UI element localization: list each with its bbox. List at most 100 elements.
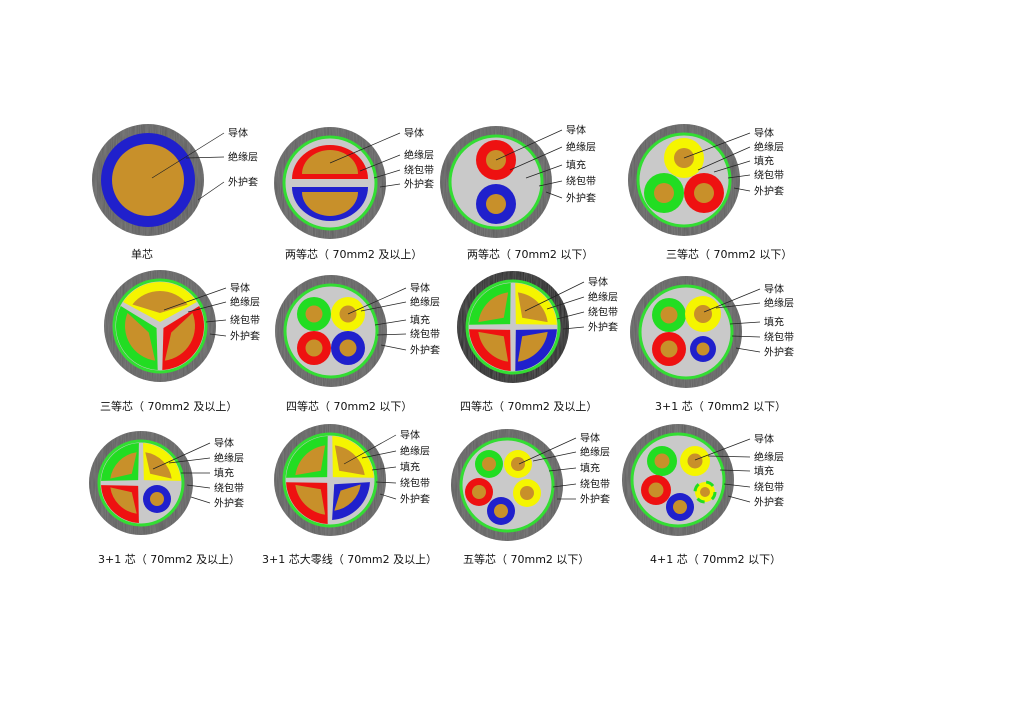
conductor [694,183,714,203]
label-绝缘层: 绝缘层 [566,141,596,154]
leader-line [360,301,407,312]
wrap-tape [630,432,726,528]
label-绝缘层: 绝缘层 [230,296,260,309]
wrap-tape [465,279,561,375]
leader-line [361,450,397,459]
leader-line [373,169,401,179]
label-填充: 填充 [410,314,430,327]
conductor [478,292,509,323]
label-绝缘层: 绝缘层 [228,151,258,164]
leader-line [495,129,563,161]
conductor [511,457,525,471]
leader-line [552,483,577,488]
leader-line [329,132,401,164]
caption: 四等芯（ 70mm2 以下） [286,399,412,413]
conductor [110,452,137,479]
leader-line [163,287,227,311]
label-填充: 填充 [764,316,784,329]
conductor [112,144,184,216]
label-外护套: 外护套 [580,493,610,506]
caption: 3+1 芯大零线（ 70mm2 及以上） [262,552,437,566]
leader-line [190,496,211,504]
leader-line [532,451,577,462]
wrap-tape [448,134,544,230]
label-导体: 导体 [214,438,234,450]
leader-line [545,191,563,199]
conductor [334,445,365,476]
label-绝缘层: 绝缘层 [214,452,244,465]
leader-line [379,183,401,188]
wrap-tape [459,437,555,533]
conductor [295,445,326,476]
leader-line [379,493,397,500]
leader-line [347,287,407,315]
leader-line [152,442,211,470]
label-绝缘层: 绝缘层 [754,141,784,154]
conductor [520,486,534,500]
leader-line [562,326,585,330]
conductor [339,339,357,357]
label-绕包带: 绕包带 [214,482,244,495]
caption: 五等芯（ 70mm2 以下） [463,552,589,566]
leader-line [683,132,751,159]
label-绕包带: 绕包带 [404,164,434,177]
caption: 4+1 芯（ 70mm2 以下） [650,552,781,566]
conductor [648,482,664,498]
label-外护套: 外护套 [410,344,440,357]
label-绕包带: 绕包带 [754,481,784,494]
conductor [494,504,508,518]
label-导体: 导体 [400,430,420,442]
conductor [482,457,496,471]
label-绕包带: 绕包带 [580,478,610,491]
label-绕包带: 绕包带 [400,477,430,490]
leader-line [151,132,225,179]
label-绕包带: 绕包带 [566,175,596,188]
conductor [517,331,548,362]
leader-line [723,483,751,488]
wrap-tape [283,283,379,379]
conductor [145,452,172,479]
leader-line [376,333,407,336]
label-导体: 导体 [580,433,600,445]
label-绝缘层: 绝缘层 [754,451,784,464]
conductor [305,339,323,357]
leader-line [374,319,407,326]
caption: 两等芯（ 70mm2 以下） [467,247,593,261]
leader-line [703,288,761,313]
label-外护套: 外护套 [566,192,596,205]
leader-line [209,333,227,337]
leader-line [359,154,401,172]
leader-line [546,296,585,310]
leader-line [509,146,563,171]
conductor [124,312,156,361]
leader-line [707,455,751,458]
conductor [305,305,323,323]
leader-line [719,469,751,472]
label-外护套: 外护套 [230,330,260,343]
conductor [334,484,361,511]
conductor [654,453,670,469]
leader-line [525,164,563,179]
wrap-tape [638,284,734,380]
conductor [132,290,188,313]
label-绕包带: 绕包带 [410,328,440,341]
conductor [700,487,710,497]
label-外护套: 外护套 [404,178,434,191]
label-绕包带: 绕包带 [754,169,784,182]
filler [450,136,542,228]
conductor [654,183,674,203]
label-外护套: 外护套 [228,176,258,189]
conductor [660,340,678,358]
caption: 三等芯（ 70mm2 及以上） [100,399,237,413]
label-绝缘层: 绝缘层 [400,445,430,458]
label-填充: 填充 [754,465,774,478]
